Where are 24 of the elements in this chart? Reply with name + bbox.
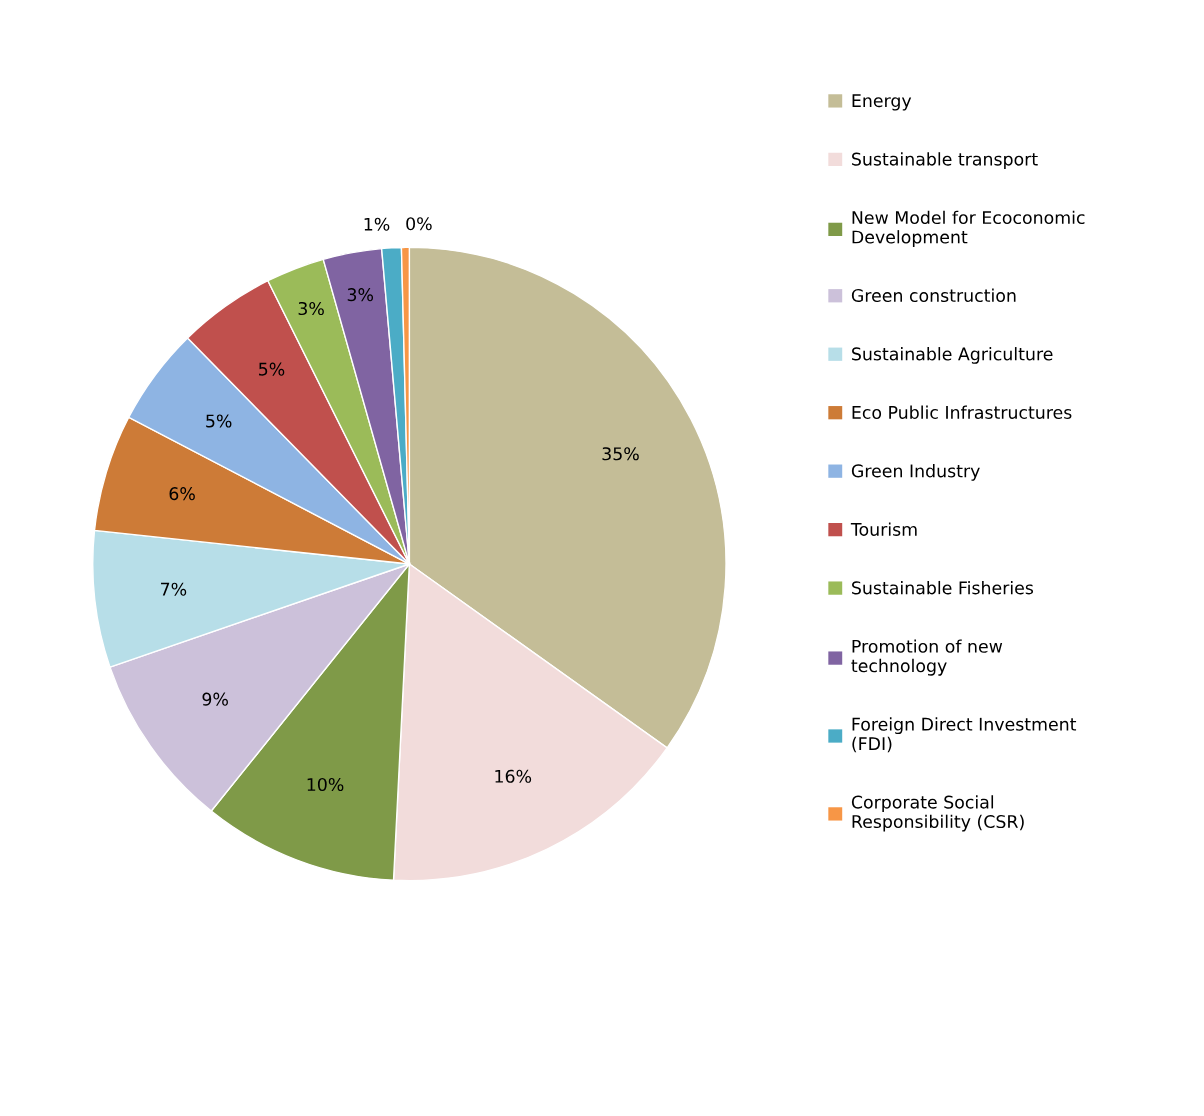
data-label: 7%	[161, 582, 187, 596]
data-label: 10%	[307, 777, 344, 792]
legend-label: Eco Public Infrastructures	[852, 405, 1072, 419]
legend-label: Tourism	[850, 522, 917, 536]
data-label: 3%	[347, 288, 374, 302]
data-label: 9%	[202, 692, 228, 706]
legend-label: Sustainable Agriculture	[852, 347, 1053, 364]
legend-label: Sustainable transport	[852, 152, 1038, 170]
legend-label: Energy	[852, 94, 912, 111]
legend-label: Sustainable Fisheries	[852, 580, 1034, 595]
legend-label: New Model for Ecoconomic Development	[852, 210, 1085, 247]
legend-label: Green Industry	[851, 464, 980, 481]
legend-label: Foreign Direct Investment (FDI)	[852, 717, 1077, 753]
data-label: 5%	[259, 362, 285, 376]
data-label: 6%	[169, 487, 195, 501]
data-label: 3%	[298, 301, 324, 316]
legend-label: Promotion of new technology	[851, 639, 1003, 676]
data-label: 0%	[406, 217, 432, 231]
data-label: 16%	[495, 769, 532, 783]
data-label: 1%	[364, 217, 390, 231]
data-label: 5%	[206, 414, 232, 428]
legend-label: Corporate Social Responsibility (CSR)	[851, 795, 1024, 832]
legend-label: Green construction	[851, 288, 1016, 303]
data-label: 35%	[602, 447, 639, 461]
